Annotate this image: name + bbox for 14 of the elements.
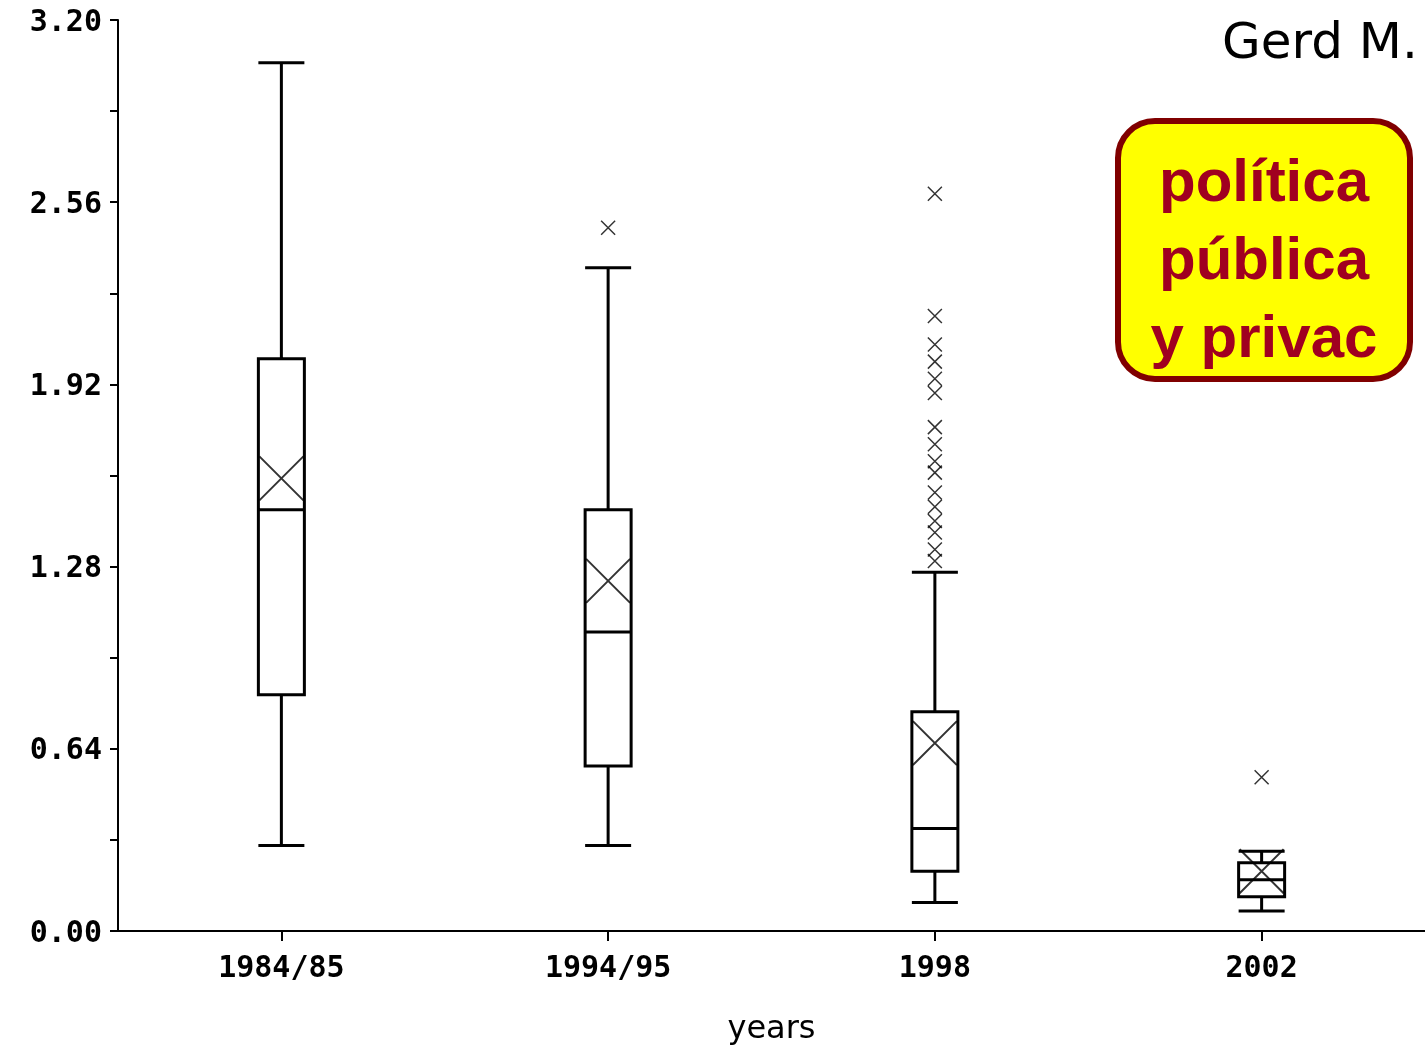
y-tick-label: 0.00	[29, 913, 102, 949]
y-tick-label: 2.56	[29, 184, 102, 220]
speech-bubble: política pública y privac	[1115, 118, 1413, 382]
y-tick-label: 3.20	[29, 2, 102, 38]
x-tick-label: 2002	[1225, 948, 1298, 984]
x-tick-label: 1984/85	[218, 948, 345, 984]
x-tick-label: 1994/95	[544, 948, 672, 984]
y-tick-label: 1.28	[29, 549, 102, 585]
y-tick-label: 0.64	[29, 731, 102, 767]
x-axis-title: years	[727, 1008, 816, 1046]
x-tick-label: 1998	[898, 948, 971, 984]
annotation: Gerd M.	[1222, 12, 1418, 70]
y-tick-label: 1.92	[29, 366, 102, 402]
annotation: política pública y privac	[1149, 146, 1379, 372]
